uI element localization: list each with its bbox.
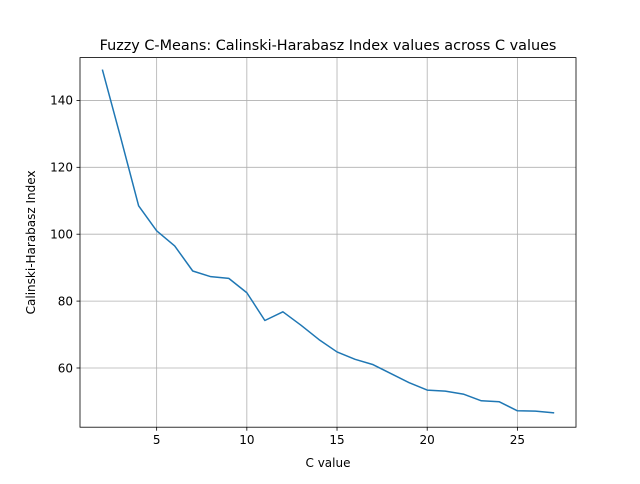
x-tick-label: 25: [510, 433, 525, 447]
chart-title: Fuzzy C-Means: Calinski-Harabasz Index v…: [100, 38, 557, 54]
plot-area-frame: [79, 57, 577, 428]
x-tick-label: 10: [239, 433, 254, 447]
data-series: [101, 69, 555, 414]
y-tick-label: 80: [58, 294, 73, 308]
y-axis-label: Calinski-Harabasz Index: [24, 170, 38, 314]
series-line: [101, 69, 555, 414]
y-tick-label: 120: [50, 161, 73, 175]
y-tick-label: 100: [50, 228, 73, 242]
x-tick-label: 15: [329, 433, 344, 447]
x-axis-ticks: 5 10 15 20 25: [153, 427, 525, 447]
x-axis-label: C value: [306, 456, 351, 470]
x-tick-label: 5: [153, 433, 161, 447]
y-tick-label: 60: [58, 361, 73, 375]
grid: [80, 57, 576, 428]
y-axis-ticks: 60 80 100 120 140: [50, 94, 80, 375]
y-tick-label: 140: [50, 94, 73, 108]
x-tick-label: 20: [420, 433, 435, 447]
